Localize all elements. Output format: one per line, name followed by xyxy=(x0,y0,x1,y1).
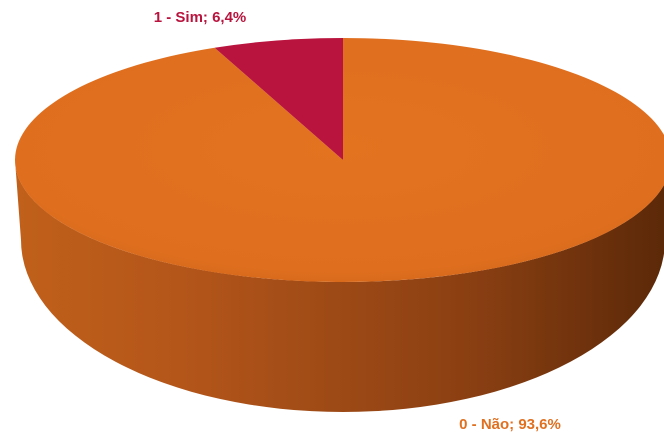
data-label: 1 - Sim; 6,4% xyxy=(154,9,247,26)
pie-side xyxy=(15,160,664,412)
pie-slice xyxy=(15,38,664,282)
pie-slice xyxy=(214,38,343,160)
data-label: 0 - Não; 93,6% xyxy=(459,416,561,433)
